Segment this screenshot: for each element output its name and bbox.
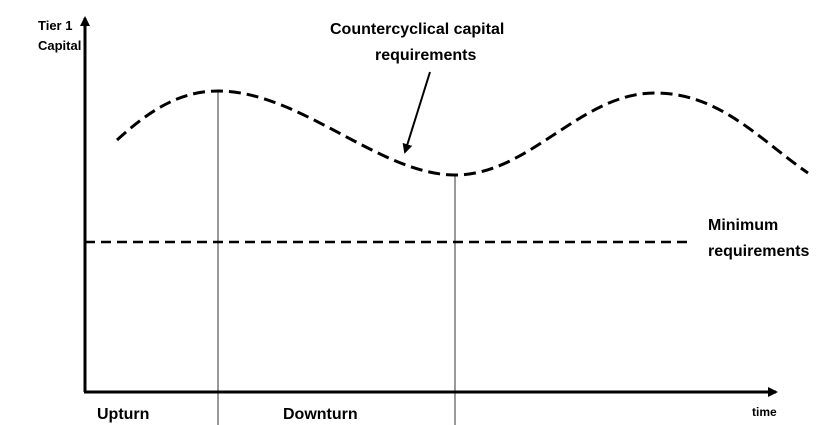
minimum-label: requirements (708, 243, 809, 260)
callout-arrow (402, 71, 431, 154)
countercyclical-curve (115, 89, 809, 177)
curve-label: requirements (375, 47, 476, 64)
curve-label: Countercyclical capital (330, 21, 504, 38)
y-axis-label: Capital (38, 38, 81, 53)
phase-label: Downturn (283, 406, 358, 423)
y-axis-label: Tier 1 (38, 18, 72, 33)
phase-label: Upturn (97, 406, 149, 423)
x-axis-label: time (752, 405, 777, 419)
minimum-label: Minimum (708, 217, 778, 234)
